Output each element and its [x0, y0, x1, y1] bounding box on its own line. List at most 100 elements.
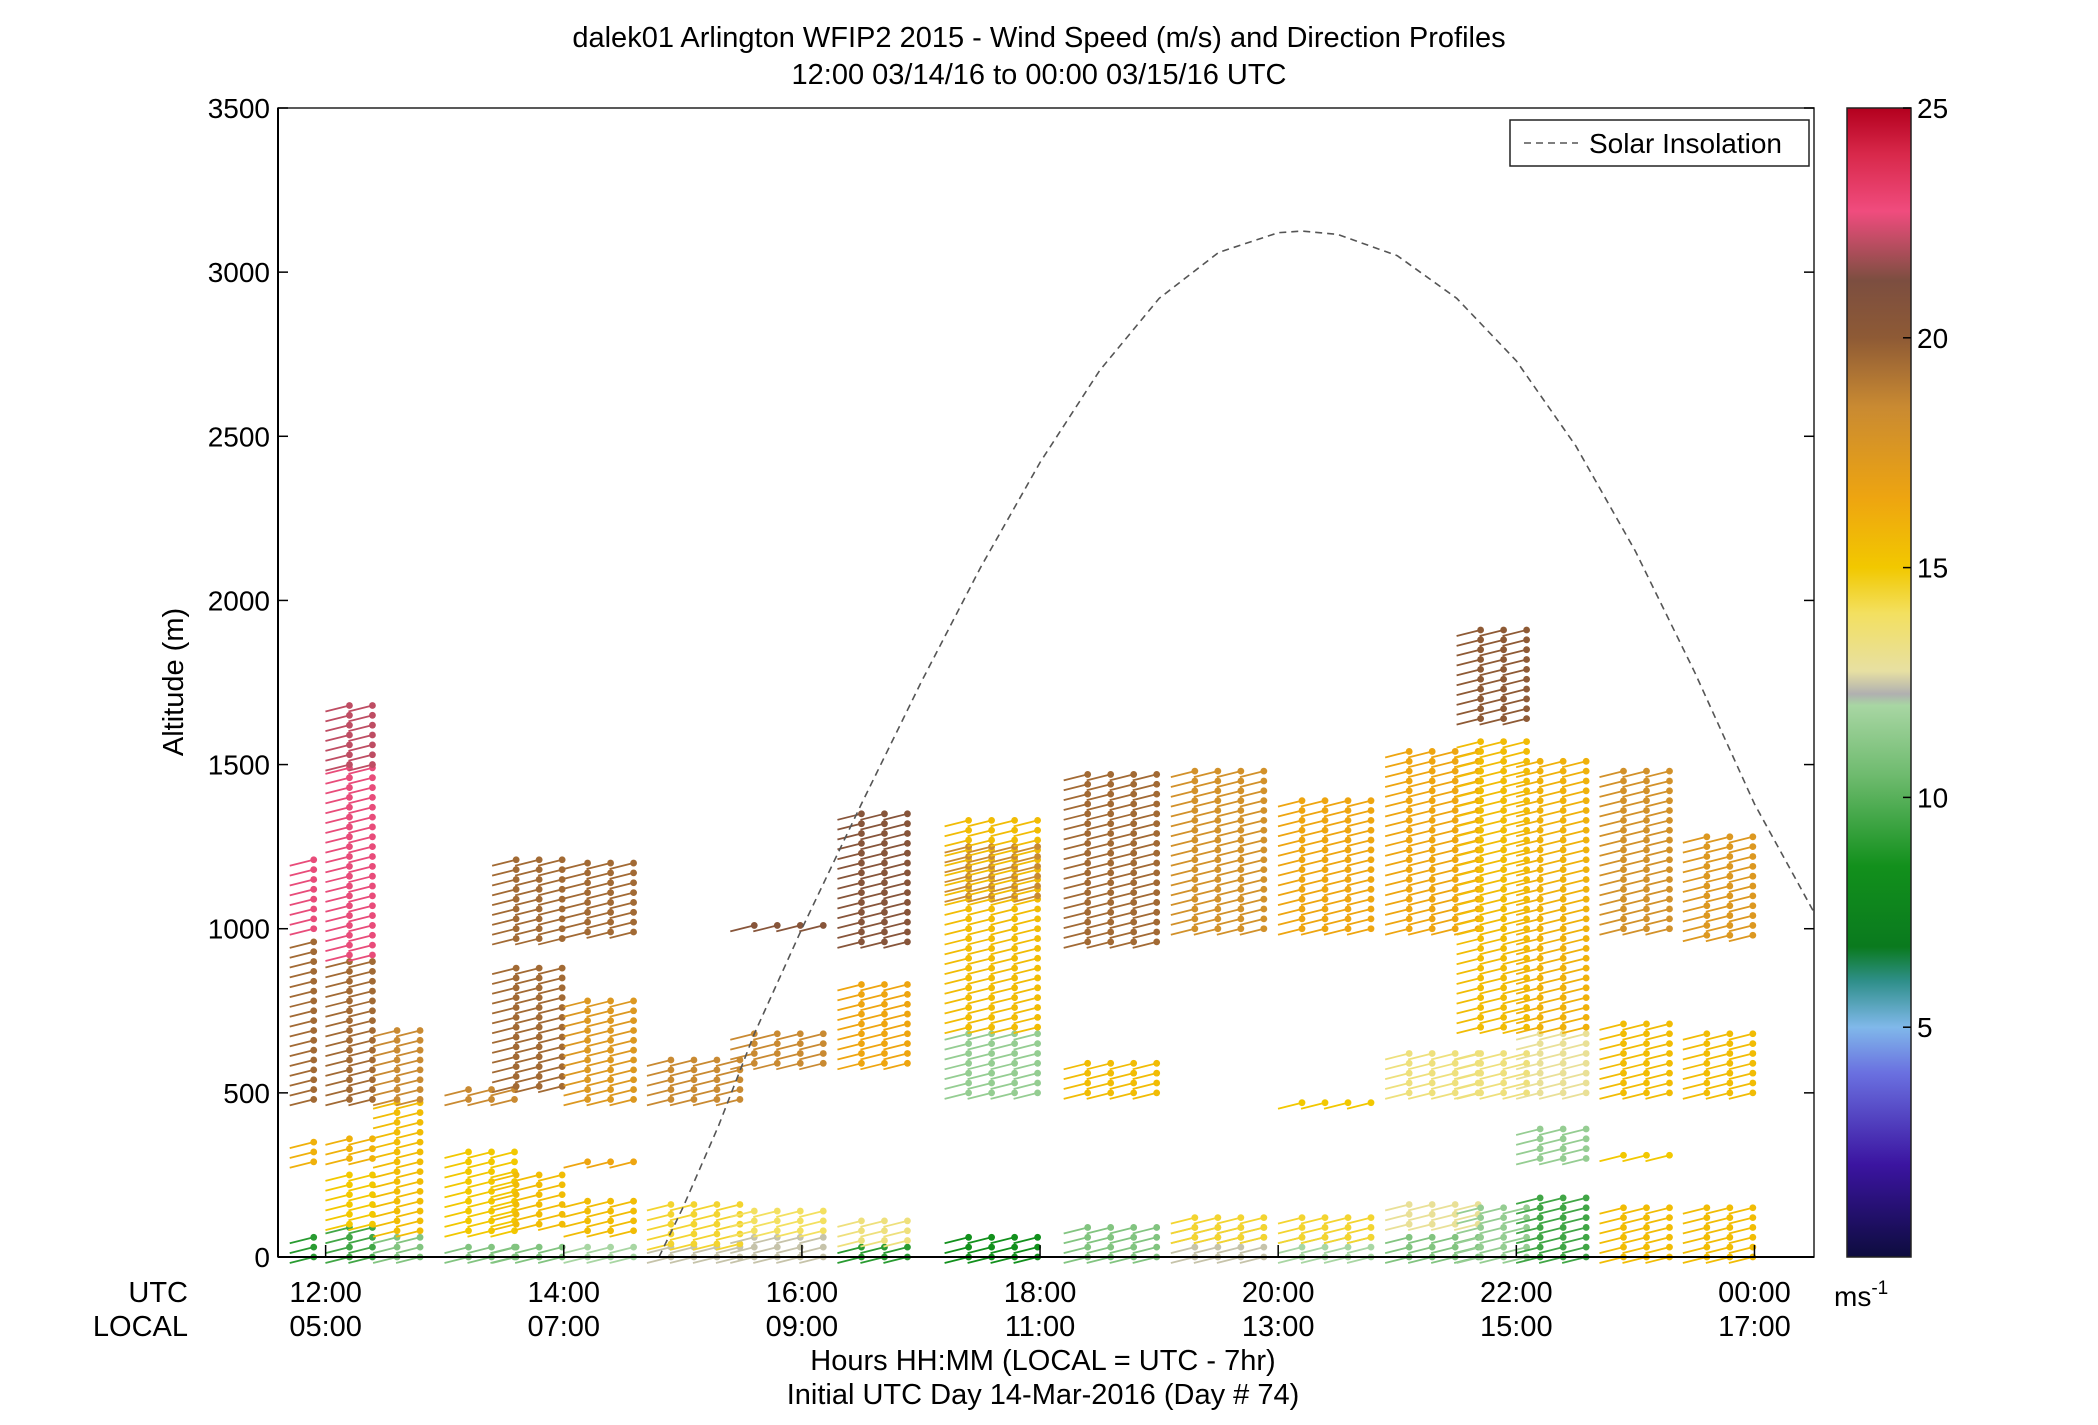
- wind-barb: [563, 881, 588, 890]
- wind-barb: [730, 1210, 755, 1218]
- wind-barb: [586, 1220, 611, 1228]
- wind-barb-head: [1500, 1204, 1508, 1212]
- wind-barb: [967, 937, 992, 946]
- wind-barb-head: [1477, 895, 1485, 903]
- wind-barb: [348, 1078, 373, 1087]
- wind-barb: [1384, 770, 1410, 779]
- wind-barb: [1109, 1062, 1134, 1071]
- wind-barb: [467, 1220, 492, 1228]
- wind-barb-head: [1034, 826, 1042, 834]
- wind-barb-head: [1726, 882, 1734, 890]
- wind-barb: [372, 1220, 398, 1228]
- wind-barb: [967, 1032, 992, 1041]
- wind-barb-head: [1191, 777, 1199, 785]
- wind-barb-head: [1191, 856, 1199, 864]
- wind-barb-head: [1428, 1201, 1436, 1208]
- wind-barb: [1515, 1197, 1541, 1205]
- wind-barb-head: [1191, 826, 1199, 834]
- wind-barb: [646, 1242, 672, 1251]
- wind-barb: [1300, 799, 1326, 808]
- wind-barb: [1384, 1062, 1410, 1071]
- wind-barb-head: [1523, 856, 1531, 864]
- wind-barb: [325, 895, 350, 903]
- wind-barb: [1515, 1226, 1541, 1235]
- wind-barb-head: [535, 1201, 543, 1208]
- wind-barb: [1193, 1216, 1219, 1225]
- wind-barb-head: [416, 1217, 424, 1225]
- wind-barb: [1109, 911, 1134, 920]
- wind-barb-head: [369, 1086, 376, 1093]
- wind-barb: [1515, 986, 1541, 995]
- wind-barb: [1561, 1026, 1587, 1035]
- wind-barb-head: [630, 908, 637, 916]
- wind-barb: [325, 980, 350, 989]
- wind-barb: [860, 931, 885, 939]
- wind-barb: [372, 1059, 398, 1067]
- wind-barb-head: [607, 1046, 614, 1054]
- wind-barb-head: [1428, 787, 1436, 795]
- wind-barb: [1132, 931, 1157, 939]
- wind-barb-head: [1191, 797, 1199, 805]
- wind-barb: [646, 1213, 672, 1222]
- wind-barb: [348, 1029, 373, 1038]
- wind-barb: [1239, 789, 1265, 798]
- wind-barb: [692, 1069, 718, 1077]
- wind-barb: [289, 1151, 314, 1159]
- wind-barb: [967, 898, 992, 907]
- wind-barb-head: [1451, 1089, 1459, 1097]
- wind-barb: [1561, 1072, 1587, 1081]
- wind-barb: [1479, 1216, 1504, 1225]
- wind-barb: [715, 1203, 741, 1212]
- wind-barb: [1346, 839, 1372, 847]
- wind-barb-head: [1107, 790, 1115, 798]
- wind-barb: [1013, 957, 1038, 966]
- wind-barb-head: [881, 938, 888, 946]
- plot-area: [289, 230, 1815, 1264]
- wind-barb-head: [1260, 925, 1268, 933]
- wind-barb: [860, 1062, 885, 1071]
- wind-barb: [1502, 858, 1527, 867]
- wind-barb-head: [1428, 876, 1436, 883]
- wind-barb-head: [1559, 1089, 1567, 1097]
- wind-barb-head: [1500, 646, 1508, 654]
- wind-barb-head: [1749, 1030, 1757, 1038]
- wind-barb: [1456, 750, 1481, 759]
- wind-barb-head: [1214, 846, 1222, 854]
- wind-barb: [1728, 1062, 1754, 1071]
- wind-barb-head: [1643, 1224, 1650, 1231]
- wind-barb: [1728, 1042, 1754, 1051]
- wind-barb: [348, 1000, 373, 1008]
- wind-barb: [1193, 898, 1219, 907]
- wind-barb-head: [1582, 767, 1590, 775]
- wind-barb: [514, 977, 540, 985]
- wind-barb-head: [1536, 1013, 1544, 1021]
- wind-barb: [990, 1082, 1015, 1090]
- wind-barb-head: [1130, 810, 1138, 818]
- wind-barb-head: [904, 899, 911, 906]
- wind-barb: [837, 881, 862, 890]
- wind-barb: [1323, 849, 1349, 857]
- wind-barb-head: [1214, 767, 1222, 775]
- wind-barb-head: [607, 1086, 614, 1093]
- wind-barb-head: [346, 1036, 353, 1044]
- wind-barb: [1300, 829, 1326, 838]
- wind-barb-head: [1620, 1020, 1627, 1028]
- wind-barb-head: [1107, 1079, 1115, 1087]
- wind-barb: [348, 1059, 373, 1067]
- wind-barb: [1430, 1223, 1456, 1232]
- wind-barb-head: [1367, 925, 1375, 933]
- wind-barb-head: [1451, 1059, 1459, 1067]
- wind-barb: [1456, 1246, 1481, 1255]
- wind-barb-head: [858, 1050, 865, 1057]
- wind-barb-head: [512, 1210, 520, 1218]
- wind-barb: [467, 1098, 492, 1107]
- wind-barb: [372, 1039, 398, 1048]
- wind-barb-head: [535, 915, 543, 923]
- wind-barb-head: [346, 1155, 353, 1162]
- wind-barb: [1645, 1062, 1670, 1071]
- wind-barb: [537, 1075, 563, 1084]
- wind-barb-head: [1559, 1059, 1567, 1067]
- wind-barb-head: [713, 1210, 721, 1218]
- wind-barb: [1456, 868, 1481, 877]
- wind-barb-head: [1643, 905, 1650, 913]
